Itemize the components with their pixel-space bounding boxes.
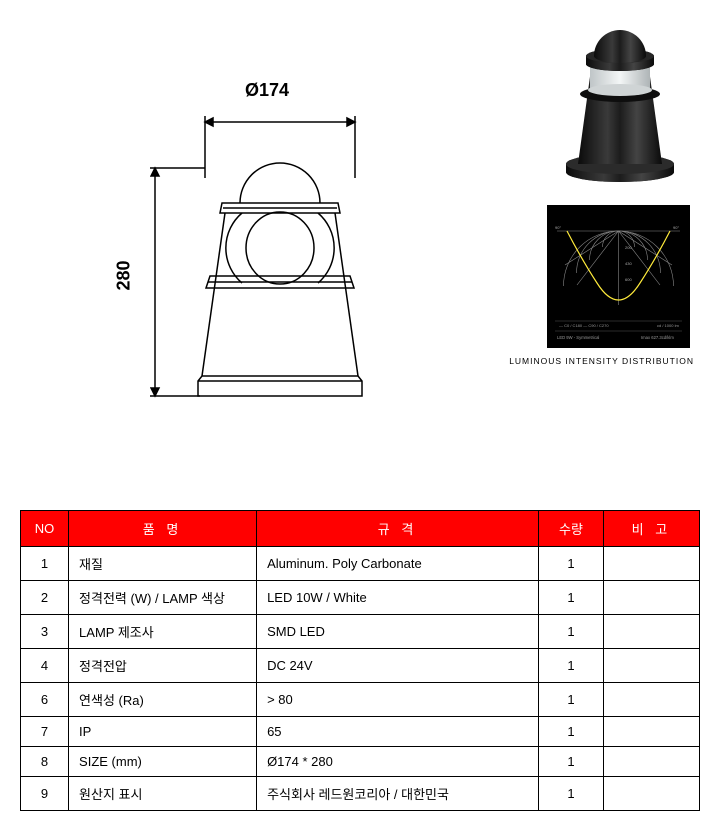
cell-spec: Aluminum. Poly Carbonate — [257, 547, 539, 581]
drawing-svg — [150, 108, 410, 408]
product-photo — [550, 16, 690, 186]
cell-qty: 1 — [539, 747, 604, 777]
cell-qty: 1 — [539, 777, 604, 811]
cell-no: 9 — [21, 777, 69, 811]
cell-qty: 1 — [539, 581, 604, 615]
cell-spec: LED 10W / White — [257, 581, 539, 615]
dimension-diameter: Ø174 — [245, 80, 289, 101]
table-row: 4 정격전압 DC 24V 1 — [21, 649, 700, 683]
cell-spec: > 80 — [257, 683, 539, 717]
cell-note — [603, 717, 699, 747]
cell-name: 정격전압 — [69, 649, 257, 683]
cell-spec: SMD LED — [257, 615, 539, 649]
svg-text:430: 430 — [625, 261, 632, 266]
cell-no: 3 — [21, 615, 69, 649]
cell-qty: 1 — [539, 717, 604, 747]
table-row: 9 원산지 표시 주식회사 레드원코리아 / 대한민국 1 — [21, 777, 700, 811]
cell-spec: 주식회사 레드원코리아 / 대한민국 — [257, 777, 539, 811]
svg-text:90°: 90° — [555, 225, 561, 230]
cell-name: IP — [69, 717, 257, 747]
top-region: Ø174 280 — [20, 20, 700, 400]
cell-note — [603, 747, 699, 777]
svg-text:— C0 / C180 — C90 / C270: — C0 / C180 — C90 / C270 — [559, 323, 609, 328]
cell-spec: DC 24V — [257, 649, 539, 683]
product-svg — [550, 16, 690, 186]
cell-note — [603, 581, 699, 615]
spec-table: NO 품 명 규 격 수량 비 고 1 재질 Aluminum. Poly Ca… — [20, 510, 700, 811]
cell-name: LAMP 제조사 — [69, 615, 257, 649]
cell-no: 4 — [21, 649, 69, 683]
cell-spec: 65 — [257, 717, 539, 747]
th-no: NO — [21, 511, 69, 547]
th-name: 품 명 — [69, 511, 257, 547]
cell-no: 6 — [21, 683, 69, 717]
cell-note — [603, 615, 699, 649]
svg-text:90°: 90° — [673, 225, 679, 230]
cell-spec: Ø174 * 280 — [257, 747, 539, 777]
svg-text:Imax 627.3cd/klm: Imax 627.3cd/klm — [641, 335, 674, 340]
table-row: 6 연색성 (Ra) > 80 1 — [21, 683, 700, 717]
table-row: 1 재질 Aluminum. Poly Carbonate 1 — [21, 547, 700, 581]
table-row: 3 LAMP 제조사 SMD LED 1 — [21, 615, 700, 649]
cell-note — [603, 547, 699, 581]
cell-name: 재질 — [69, 547, 257, 581]
cell-qty: 1 — [539, 615, 604, 649]
luminous-caption: LUMINOUS INTENSITY DISTRIBUTION — [509, 356, 694, 366]
cell-name: 원산지 표시 — [69, 777, 257, 811]
cell-qty: 1 — [539, 547, 604, 581]
cell-note — [603, 777, 699, 811]
svg-text:600: 600 — [625, 277, 632, 282]
cell-note — [603, 649, 699, 683]
cell-no: 1 — [21, 547, 69, 581]
th-qty: 수량 — [539, 511, 604, 547]
cell-name: SIZE (mm) — [69, 747, 257, 777]
svg-text:cd / 1000 lm: cd / 1000 lm — [657, 323, 679, 328]
cell-note — [603, 683, 699, 717]
cell-name: 연색성 (Ra) — [69, 683, 257, 717]
svg-text:200: 200 — [625, 245, 632, 250]
table-header-row: NO 품 명 규 격 수량 비 고 — [21, 511, 700, 547]
dimension-height: 280 — [114, 260, 135, 290]
cell-qty: 1 — [539, 649, 604, 683]
luminous-intensity-chart: 90° 90° 200 430 600 — C0 / C180 — C90 / … — [547, 205, 690, 348]
cell-no: 2 — [21, 581, 69, 615]
table-row: 8 SIZE (mm) Ø174 * 280 1 — [21, 747, 700, 777]
table-row: 2 정격전력 (W) / LAMP 색상 LED 10W / White 1 — [21, 581, 700, 615]
cell-no: 8 — [21, 747, 69, 777]
technical-drawing: Ø174 280 — [150, 80, 410, 410]
table-row: 7 IP 65 1 — [21, 717, 700, 747]
luminous-svg: 90° 90° 200 430 600 — C0 / C180 — C90 / … — [547, 205, 690, 348]
th-spec: 규 격 — [257, 511, 539, 547]
cell-qty: 1 — [539, 683, 604, 717]
cell-name: 정격전력 (W) / LAMP 색상 — [69, 581, 257, 615]
svg-text:LED 9W - Symmetrical: LED 9W - Symmetrical — [557, 335, 599, 340]
cell-no: 7 — [21, 717, 69, 747]
th-note: 비 고 — [603, 511, 699, 547]
table-body: 1 재질 Aluminum. Poly Carbonate 1 2 정격전력 (… — [21, 547, 700, 811]
